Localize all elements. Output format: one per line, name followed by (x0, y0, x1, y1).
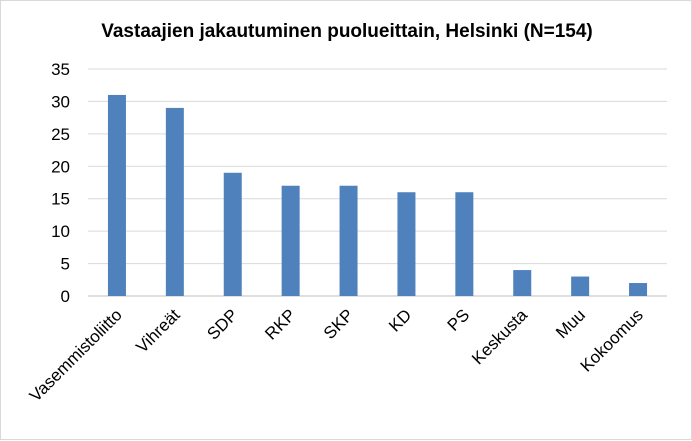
bar (571, 276, 590, 296)
y-tick-label: 25 (51, 125, 70, 144)
y-tick-label: 30 (51, 92, 70, 111)
x-tick-label: Muu (552, 305, 589, 342)
chart-title: Vastaajien jakautuminen puolueittain, He… (101, 21, 593, 42)
bar (339, 185, 358, 296)
bar (397, 192, 416, 296)
x-tick-label: RKP (261, 305, 299, 343)
x-tick-label: Keskusta (468, 305, 531, 368)
y-tick-label: 5 (61, 255, 70, 274)
bar (455, 192, 474, 296)
x-tick-label: Kokoomus (577, 305, 647, 375)
bar (107, 94, 126, 296)
y-tick-label: 20 (51, 157, 70, 176)
y-tick-label: 0 (61, 287, 70, 306)
bar (629, 283, 648, 296)
x-tick-label: Vasemmistoliitto (26, 305, 126, 405)
bar (223, 172, 242, 296)
y-tick-label: 15 (51, 190, 70, 209)
bar (165, 107, 184, 297)
x-tick-label: PS (444, 305, 473, 334)
bar (281, 185, 300, 296)
y-tick-label: 35 (51, 60, 70, 79)
x-tick-label: SKP (320, 305, 357, 342)
x-tick-label: KD (385, 305, 415, 335)
bar (513, 270, 532, 296)
y-tick-label: 10 (51, 222, 70, 241)
x-tick-label: Vihreät (132, 305, 184, 357)
x-tick-label: SDP (203, 305, 241, 343)
